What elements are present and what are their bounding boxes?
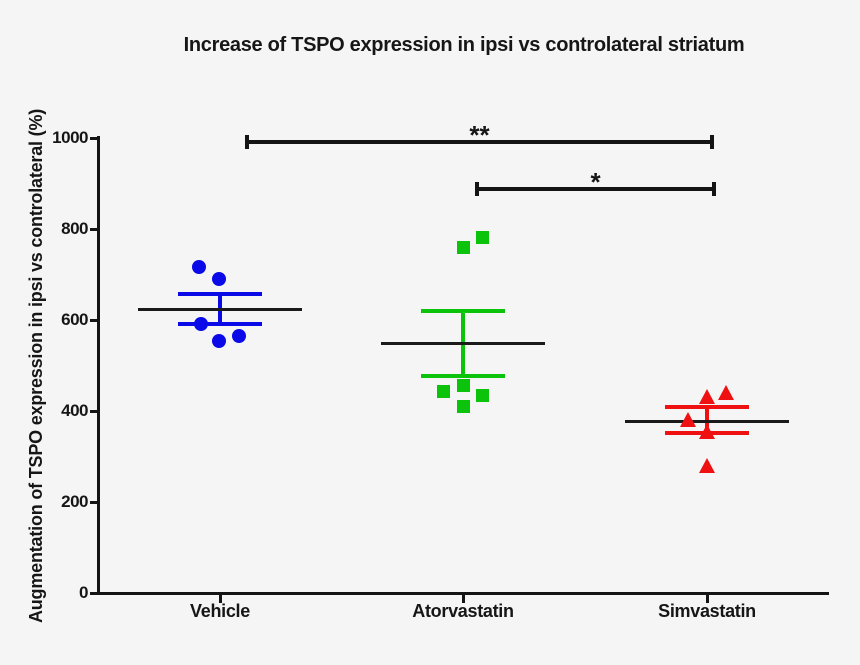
data-point-marker: [699, 389, 715, 405]
y-tick-mark: [90, 227, 98, 231]
data-point-marker: [194, 317, 208, 332]
x-category-label: Simvastatin: [658, 601, 756, 621]
y-tick-label: 800: [61, 219, 88, 238]
error-bar-cap-top: [178, 292, 262, 297]
data-point-marker: [475, 388, 489, 402]
mean-line: [625, 419, 789, 423]
data-point-marker: [718, 385, 734, 401]
error-bar-cap-bottom: [421, 373, 505, 378]
error-bar-cap-top: [665, 405, 749, 410]
data-point-marker: [456, 240, 470, 254]
y-tick-label: 200: [61, 492, 88, 511]
y-tick-label: 1000: [52, 128, 88, 147]
significance-label: *: [590, 166, 601, 197]
y-tick-mark: [90, 409, 98, 413]
x-tick-mark: [461, 595, 465, 603]
error-bar-cap-bottom: [178, 322, 262, 327]
significance-bracket-cap: [245, 135, 249, 150]
data-point-marker: [699, 457, 715, 473]
data-point-marker: [456, 400, 470, 414]
y-axis-line: [97, 136, 100, 595]
x-tick-mark: [218, 595, 222, 603]
y-tick-mark: [90, 591, 98, 595]
x-category-label: Atorvastatin: [412, 601, 514, 621]
chart-title: Increase of TSPO expression in ipsi vs c…: [183, 34, 745, 56]
data-point-marker: [456, 379, 470, 393]
data-point-marker: [680, 411, 696, 427]
significance-bracket: [477, 186, 714, 191]
significance-bracket-cap: [710, 135, 714, 150]
error-bar-cap-top: [421, 308, 505, 313]
data-point-marker: [436, 385, 450, 399]
y-tick-mark: [90, 318, 98, 322]
y-tick-label: 600: [61, 310, 88, 329]
x-axis-line: [97, 592, 829, 595]
significance-bracket-cap: [712, 181, 716, 196]
mean-line: [138, 307, 302, 311]
significance-bracket: [247, 140, 712, 145]
y-tick-label: 400: [61, 401, 88, 420]
x-category-label: Vehicle: [190, 601, 250, 621]
data-point-marker: [212, 333, 226, 348]
mean-line: [381, 342, 545, 346]
data-point-marker: [699, 424, 715, 440]
data-point-marker: [212, 272, 226, 287]
y-tick-mark: [90, 500, 98, 504]
y-tick-mark: [90, 136, 98, 140]
y-tick-label: 0: [79, 583, 88, 602]
data-point-marker: [475, 230, 489, 244]
significance-label: **: [469, 120, 490, 151]
data-point-marker: [232, 328, 246, 343]
data-point-marker: [192, 259, 206, 274]
x-tick-mark: [705, 595, 709, 603]
significance-bracket-cap: [475, 181, 479, 196]
